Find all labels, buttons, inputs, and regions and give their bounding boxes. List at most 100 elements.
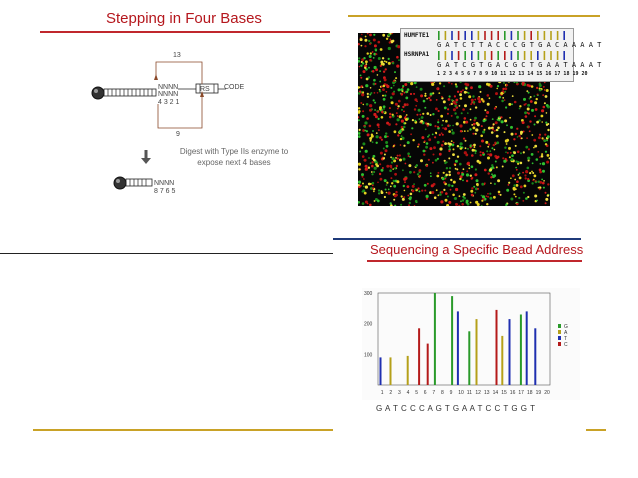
- bead-dot: [360, 90, 363, 93]
- bead-dot: [514, 178, 517, 181]
- bead-dot: [526, 90, 529, 92]
- bead-dot: [443, 188, 446, 191]
- bead-dot: [452, 141, 455, 144]
- bead-dot: [428, 96, 431, 100]
- bead-dot: [397, 134, 400, 137]
- bead-dot: [470, 103, 473, 106]
- bead-dot: [474, 152, 477, 155]
- bead-dot: [480, 134, 483, 138]
- bead-dot: [469, 144, 473, 148]
- bead-dot: [377, 129, 380, 132]
- seq-bar: [523, 51, 526, 60]
- bead-dot: [494, 141, 497, 144]
- bead-dot: [375, 53, 378, 56]
- bead-dot: [379, 80, 382, 83]
- bead-dot: [483, 118, 486, 121]
- bead-dot: [400, 135, 403, 137]
- bead-dot: [532, 179, 535, 182]
- x-tick-label: 9: [450, 390, 453, 396]
- bead-dot: [529, 96, 532, 98]
- bead-dot: [527, 195, 530, 199]
- bead-dot: [456, 115, 459, 119]
- seq-bar: [438, 51, 440, 60]
- bead-dot: [381, 167, 384, 169]
- bead-dot: [468, 167, 471, 170]
- bead-dot: [402, 184, 405, 188]
- bead-dot: [383, 153, 386, 156]
- bead-dot: [471, 187, 474, 190]
- bead-dot: [431, 133, 434, 136]
- bead-dot: [396, 180, 400, 184]
- bead-dot: [373, 44, 377, 48]
- bead-dot: [405, 118, 408, 121]
- bead-dot: [455, 202, 458, 206]
- bead-dot: [473, 185, 476, 188]
- bead-dot: [505, 84, 509, 87]
- bead-dot: [452, 153, 455, 156]
- bead-dot: [400, 125, 404, 129]
- seq-bar: [517, 51, 519, 60]
- bead-dot: [382, 70, 386, 73]
- bead-dot: [448, 142, 452, 146]
- bead-dot: [464, 104, 467, 108]
- bead-dot: [547, 123, 550, 125]
- bead-dot: [510, 158, 514, 161]
- bead-dot: [545, 112, 548, 114]
- bead-dot: [386, 135, 389, 138]
- bead-dot: [359, 150, 362, 153]
- seq2-name: HSRNPA1: [404, 51, 430, 58]
- bead-dot: [358, 180, 362, 184]
- bead-dot: [420, 116, 424, 119]
- bead-dot: [513, 138, 516, 141]
- bead-dot: [411, 119, 414, 122]
- bead-dot: [452, 100, 456, 104]
- bead-dot: [467, 148, 469, 150]
- bead-dot: [362, 142, 366, 146]
- bead-dot: [360, 76, 363, 79]
- bead-dot: [466, 83, 470, 87]
- bead-dot: [389, 115, 392, 119]
- bead-dot: [537, 186, 540, 189]
- bead-dot: [531, 170, 533, 173]
- x-tick-label: 15: [501, 390, 507, 396]
- bead-dot: [505, 106, 508, 109]
- bead-dot: [507, 184, 510, 186]
- bead-dot: [491, 166, 495, 169]
- bead-dot: [422, 99, 426, 103]
- bead-dot: [533, 138, 537, 142]
- bead-dot: [483, 197, 487, 201]
- bead-dot: [413, 108, 417, 111]
- bead-dot: [418, 190, 421, 193]
- bead-dot: [489, 196, 493, 200]
- bead-dot: [408, 164, 412, 168]
- bead-dot: [394, 71, 396, 74]
- x-tick-label: 17: [518, 390, 524, 396]
- bead-dot: [469, 128, 472, 131]
- bead-dot: [465, 91, 468, 94]
- bead-dot: [387, 188, 390, 191]
- bead-dot: [496, 118, 499, 121]
- bead-dot: [517, 162, 520, 165]
- bead-dot: [534, 144, 538, 148]
- bead-dot: [374, 115, 378, 119]
- bead-dot: [524, 174, 527, 177]
- bead-dot: [531, 162, 534, 165]
- bead-dot: [379, 106, 382, 110]
- bead-dot: [481, 195, 486, 199]
- bead-dot: [542, 85, 545, 88]
- bead-dot: [541, 162, 546, 166]
- label-nnnn-after: NNNN: [154, 180, 175, 187]
- seq-bar: [543, 31, 546, 40]
- bead-dot: [396, 157, 399, 160]
- seq-bar: [477, 51, 480, 60]
- bead-dot: [448, 170, 451, 174]
- bead-dot: [367, 76, 371, 79]
- bead-dot: [462, 193, 466, 196]
- bead-dot: [482, 198, 485, 201]
- bead-dot: [376, 123, 380, 127]
- bead-dot: [524, 115, 528, 118]
- bead-dot: [377, 57, 381, 60]
- bead-dot: [530, 85, 534, 88]
- bead-dot: [380, 116, 384, 119]
- bead-dot: [493, 130, 496, 132]
